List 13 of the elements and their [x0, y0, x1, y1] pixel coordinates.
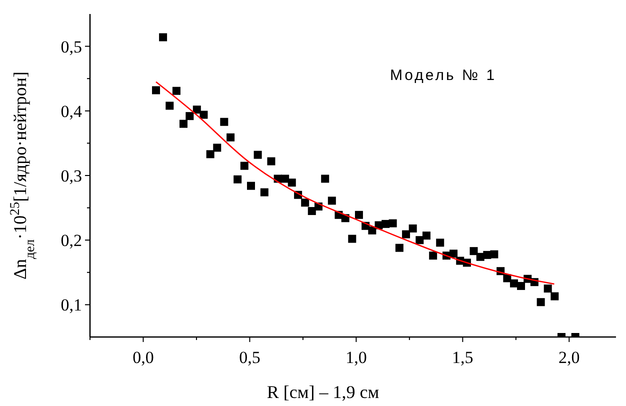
- y-tick-label: 0,2: [60, 231, 82, 250]
- x-tick-label: 1,0: [346, 348, 367, 367]
- line-series: [155, 81, 555, 285]
- x-tick-label: 0,5: [239, 348, 260, 367]
- annotation: Модель № 1: [390, 67, 497, 84]
- y-tick-label: 0,4: [60, 102, 82, 121]
- x-tick-label: 0,0: [132, 348, 154, 367]
- y-tick-label: 0,1: [60, 296, 82, 315]
- x-tick-label: 1,5: [452, 348, 474, 367]
- y-tick-label: 0,3: [60, 166, 82, 186]
- x-axis-title: R [см] – 1,9 см: [266, 382, 380, 402]
- x-tick-label: 2,0: [558, 348, 580, 367]
- y-tick-label: 0,5: [60, 37, 82, 56]
